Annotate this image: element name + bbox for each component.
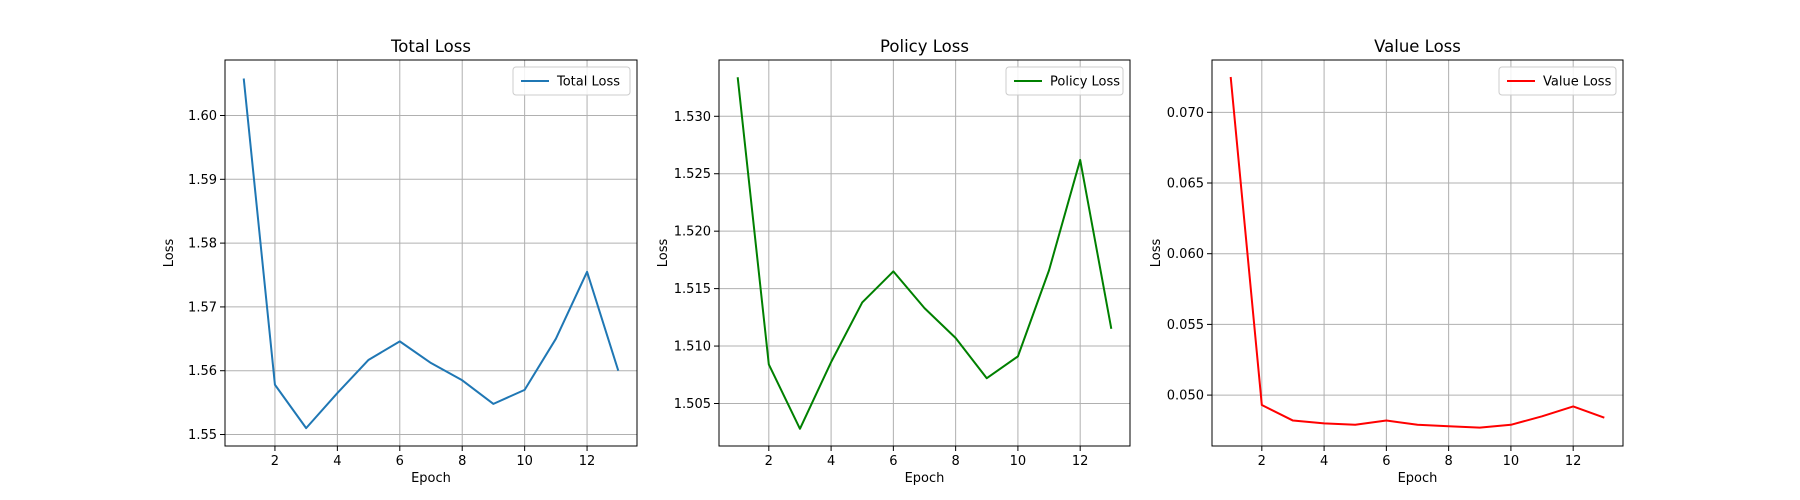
y-axis-label: Loss [162,239,177,268]
y-tick-label: 0.050 [1167,389,1204,404]
x-tick-label: 8 [1444,454,1452,469]
chart-2: 2 4 6 8 10 12 1.505 1.510 1.515 1.520 1.525 1.530 Po… [656,37,1131,486]
x-tick-label: 2 [765,454,773,469]
chart-title: Total Loss [390,37,471,56]
legend-box [1498,66,1617,96]
x-tick-label: 12 [579,454,596,469]
x-tick-label: 12 [1565,454,1582,469]
x-tick-label: 2 [1258,454,1266,469]
y-tick-label: 1.510 [674,340,711,355]
y-tick-label: 1.525 [674,167,711,182]
y-tick-label: 1.505 [674,397,711,412]
x-tick-label: 4 [333,454,341,469]
y-tick-label: 1.56 [188,364,217,379]
axes-frame [1211,59,1624,447]
series-line [242,78,620,430]
y-axis-label: Loss [1149,239,1164,268]
x-tick-label: 10 [1010,454,1027,469]
x-tick-label: 10 [1503,454,1520,469]
chart-1: 2 4 6 8 10 12 1.55 1.56 1.57 1.58 1.59 1.60 Total Lo… [162,37,638,486]
series-line [736,77,1113,430]
legend-label: Total Loss [556,75,620,90]
y-tick-label: 1.520 [674,225,711,240]
legend: Value Loss [1498,66,1617,96]
x-axis-label: Epoch [1398,471,1438,486]
legend: Total Loss [512,66,631,96]
y-tick-label: 0.065 [1167,177,1204,192]
legend-label: Value Loss [1543,75,1612,90]
x-tick-label: 4 [1320,454,1328,469]
x-tick-label: 6 [396,454,404,469]
y-tick-label: 1.60 [188,109,217,124]
y-tick-label: 0.055 [1167,318,1204,333]
y-tick-label: 0.060 [1167,247,1204,262]
x-tick-label: 12 [1072,454,1089,469]
axes-frame [718,59,1131,447]
x-tick-label: 8 [951,454,959,469]
legend-box [1005,66,1124,96]
y-tick-label: 1.57 [188,300,217,315]
x-tick-label: 6 [1382,454,1390,469]
x-tick-label: 8 [458,454,466,469]
y-tick-label: 1.58 [188,237,217,252]
y-tick-label: 1.515 [674,282,711,297]
y-tick-label: 1.530 [674,110,711,125]
x-axis-label: Epoch [411,471,451,486]
chart-3: 2 4 6 8 10 12 0.050 0.055 0.060 0.065 0.070 Value L… [1149,37,1624,486]
legend: Policy Loss [1005,66,1124,96]
y-tick-label: 1.55 [188,428,217,443]
x-tick-label: 10 [516,454,533,469]
legend-label: Policy Loss [1050,75,1120,90]
y-tick-label: 1.59 [188,173,217,188]
x-tick-label: 6 [889,454,897,469]
y-axis-label: Loss [656,239,671,268]
y-tick-label: 0.070 [1167,106,1204,121]
x-tick-label: 4 [827,454,835,469]
x-axis-label: Epoch [905,471,945,486]
chart-title: Policy Loss [880,37,969,56]
axes-frame [224,59,638,447]
chart-title: Value Loss [1374,37,1461,56]
x-tick-label: 2 [271,454,279,469]
series-line [1229,76,1605,429]
legend-box [512,66,631,96]
